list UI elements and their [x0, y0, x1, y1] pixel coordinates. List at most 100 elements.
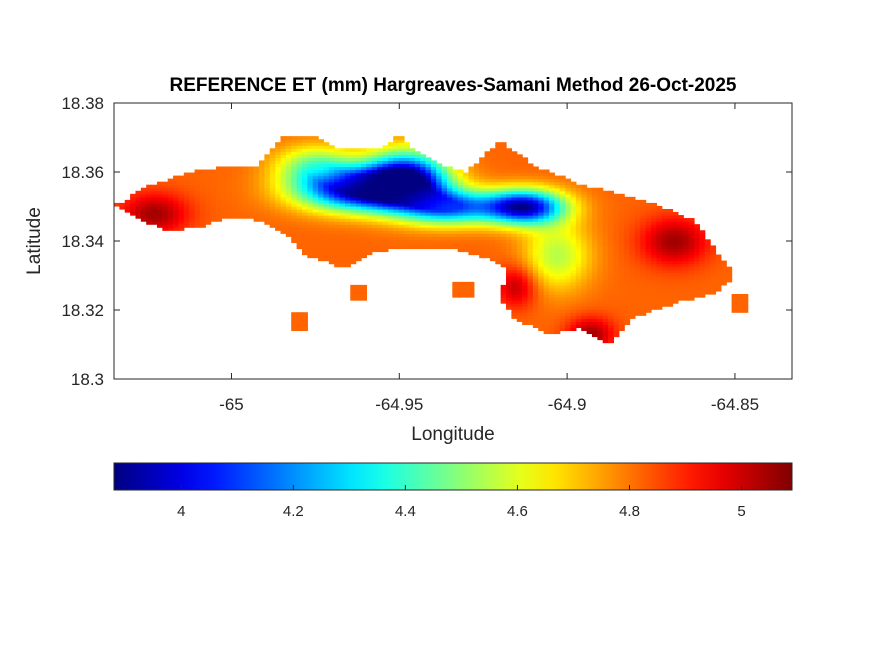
et-cell — [242, 184, 249, 189]
et-cell — [688, 245, 695, 250]
et-cell — [377, 221, 384, 225]
et-cell — [736, 303, 743, 307]
et-cell — [532, 181, 539, 186]
et-cell — [548, 269, 555, 274]
et-cell — [425, 245, 432, 250]
et-cell — [205, 221, 212, 225]
et-cell — [581, 218, 588, 222]
et-cell — [731, 293, 738, 298]
et-cell — [135, 199, 142, 204]
et-cell — [361, 215, 367, 219]
et-cell — [221, 215, 228, 219]
et-cell — [285, 199, 292, 204]
et-cell — [500, 218, 507, 222]
et-cell — [597, 193, 604, 198]
et-cell — [538, 297, 545, 301]
et-cell — [323, 257, 330, 262]
et-cell — [613, 324, 620, 328]
et-cell — [506, 193, 512, 198]
et-cell — [436, 166, 443, 171]
et-cell — [350, 221, 357, 225]
et-cell — [640, 287, 647, 292]
et-cell — [548, 233, 555, 237]
et-cell — [608, 300, 615, 304]
et-cell — [398, 227, 405, 231]
et-cell — [463, 187, 470, 192]
et-cell — [516, 278, 523, 283]
et-cell — [591, 208, 598, 213]
et-cell — [720, 263, 727, 268]
et-cell — [613, 318, 620, 322]
et-cell — [366, 218, 373, 222]
et-cell — [414, 205, 421, 210]
et-cell — [559, 290, 566, 295]
et-cell — [430, 208, 437, 213]
et-cell — [710, 284, 717, 289]
et-cell — [522, 309, 529, 313]
et-cell — [597, 251, 604, 256]
et-cell — [597, 257, 604, 262]
et-cell — [554, 245, 561, 250]
et-cell — [602, 306, 609, 310]
et-cell — [634, 202, 641, 207]
et-cell — [404, 196, 410, 201]
et-cell — [404, 178, 410, 183]
et-cell — [452, 245, 459, 250]
et-cell — [489, 181, 496, 186]
et-cell — [232, 190, 239, 195]
et-cell — [387, 212, 394, 216]
et-cell — [500, 181, 507, 186]
et-cell — [425, 218, 432, 222]
et-cell — [715, 281, 722, 286]
et-cell — [156, 196, 163, 201]
et-cell — [366, 248, 373, 253]
et-cell — [334, 233, 341, 237]
et-cell — [516, 281, 523, 286]
et-cell — [527, 254, 534, 259]
et-cell — [269, 151, 276, 155]
et-cell — [371, 224, 378, 228]
et-cell — [296, 157, 303, 162]
et-cell — [624, 230, 631, 234]
et-cell — [361, 178, 367, 183]
et-cell — [618, 224, 625, 228]
et-cell — [495, 257, 502, 262]
et-cell — [570, 199, 577, 204]
et-cell — [495, 205, 502, 210]
et-cell — [586, 321, 593, 325]
et-cell — [516, 269, 523, 274]
et-cell — [473, 169, 480, 174]
et-cell — [618, 245, 625, 250]
et-cell — [199, 218, 206, 222]
et-cell — [532, 166, 539, 171]
et-cell — [548, 297, 555, 301]
et-cell — [140, 215, 147, 219]
et-cell — [253, 172, 260, 177]
et-cell — [140, 199, 147, 204]
et-cell — [457, 181, 464, 186]
et-cell — [291, 190, 298, 195]
et-cell — [651, 239, 657, 243]
et-cell — [565, 190, 572, 195]
et-cell — [688, 269, 695, 274]
et-cell — [506, 190, 512, 195]
et-cell — [527, 318, 534, 322]
et-cell — [645, 208, 652, 213]
et-cell — [586, 227, 593, 231]
et-cell — [608, 251, 615, 256]
et-cell — [291, 318, 298, 322]
et-cell — [420, 187, 427, 192]
et-cell — [425, 187, 432, 192]
et-cell — [640, 199, 647, 204]
et-cell — [538, 236, 545, 240]
et-cell — [608, 227, 615, 231]
et-cell — [301, 196, 308, 201]
et-cell — [516, 266, 523, 271]
et-cell — [591, 248, 598, 253]
et-cell — [554, 263, 561, 268]
et-cell — [242, 166, 249, 171]
et-cell — [618, 284, 625, 289]
et-cell — [586, 224, 593, 228]
et-cell — [280, 151, 287, 155]
et-cell — [645, 297, 652, 301]
